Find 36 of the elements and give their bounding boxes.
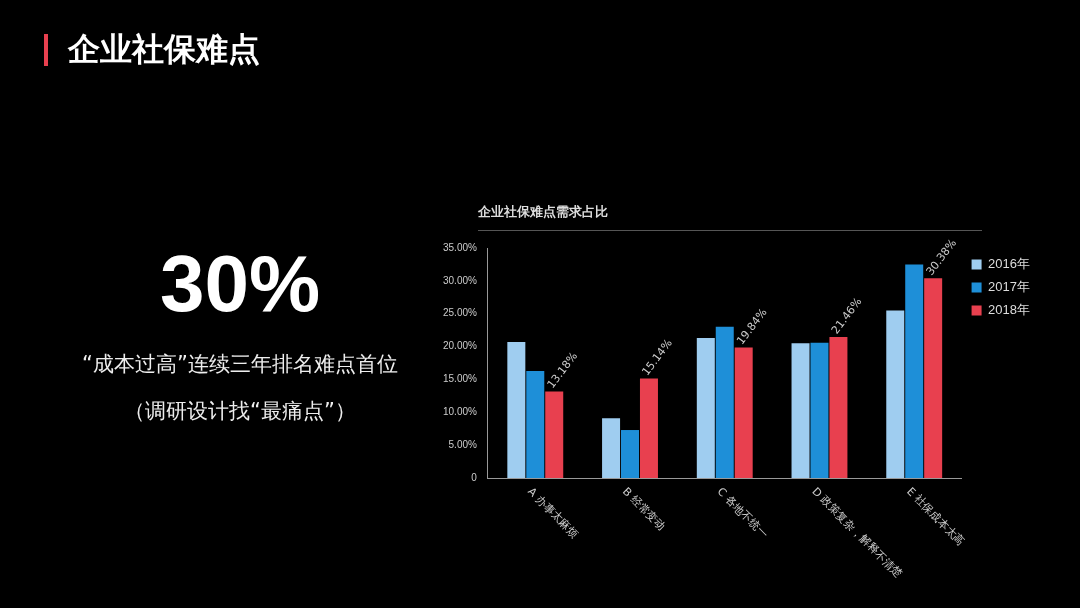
bar xyxy=(734,347,753,478)
text: 企业社保难点 xyxy=(68,29,260,70)
bar xyxy=(639,378,658,478)
y-tick-label: 25.00% xyxy=(442,307,478,319)
bar xyxy=(545,391,564,478)
y-tick-label: 35.00% xyxy=(442,241,478,253)
y-tick-label: 20.00% xyxy=(442,340,478,352)
text: 30% xyxy=(158,238,322,330)
text: （调研设计找“最痛点”） xyxy=(123,398,357,425)
y-tick-label: 30.00% xyxy=(442,274,478,286)
chart-subtitle: 企业社保难点需求占比 xyxy=(478,203,608,221)
bar xyxy=(602,418,621,478)
bar xyxy=(621,430,640,478)
y-tick-label: 15.00% xyxy=(442,373,478,385)
legend-label: 2018年 xyxy=(988,302,1030,318)
bar xyxy=(829,336,848,478)
y-tick-label: 5.00% xyxy=(448,438,478,450)
y-tick-label: 10.00% xyxy=(442,406,478,418)
bar xyxy=(696,338,715,478)
bar xyxy=(905,264,924,478)
bar xyxy=(886,310,905,478)
bar xyxy=(924,278,943,478)
bar xyxy=(526,370,545,478)
bar xyxy=(715,326,734,478)
bar xyxy=(791,343,810,478)
y-tick-label: 0 xyxy=(471,471,478,483)
x-tick-label: E 社保成本太高 xyxy=(904,484,968,549)
bar xyxy=(810,342,829,478)
text: “成本过高”连续三年排名难点首位 xyxy=(81,351,399,378)
legend-label: 2017年 xyxy=(988,279,1030,295)
legend-label: 2016年 xyxy=(988,256,1030,272)
x-tick-label: C 各地不统一 xyxy=(714,484,771,541)
x-tick-label: D 政策复杂，解释不清楚 xyxy=(809,484,905,581)
bar xyxy=(507,341,526,478)
x-tick-label: A 办事太麻烦 xyxy=(525,484,582,541)
x-tick-label: B 经常变动 xyxy=(619,484,668,534)
